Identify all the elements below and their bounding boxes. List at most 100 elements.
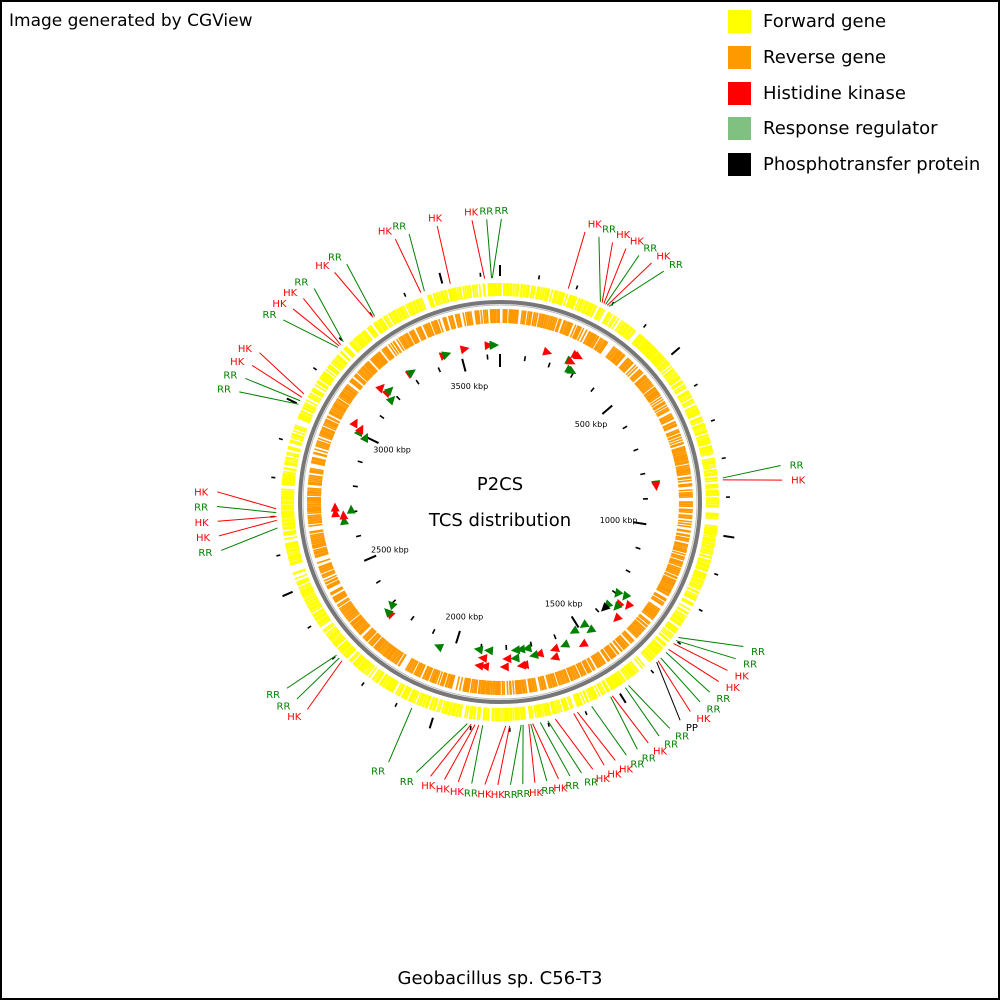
forward-gene-mark xyxy=(296,577,309,584)
ruler-tick-label: 2500 kbp xyxy=(371,546,409,555)
reverse-gene-mark xyxy=(330,407,344,416)
reverse-gene-mark xyxy=(566,667,574,682)
reverse-gene-mark xyxy=(466,311,471,326)
reverse-gene-mark xyxy=(492,309,495,324)
forward-gene-mark xyxy=(303,403,316,411)
forward-gene-mark xyxy=(552,700,558,714)
forward-gene-mark xyxy=(695,434,709,440)
reverse-gene-mark xyxy=(631,370,643,382)
forward-gene-mark xyxy=(697,438,710,444)
reverse-gene-mark xyxy=(623,630,634,643)
ruler-tick-label: 500 kbp xyxy=(575,420,608,429)
reverse-gene-mark xyxy=(674,459,689,465)
forward-gene-mark xyxy=(624,664,635,677)
reverse-gene-mark xyxy=(541,675,547,690)
reverse-gene-mark xyxy=(486,309,489,324)
reverse-gene-mark xyxy=(660,579,674,588)
forward-gene-mark xyxy=(658,631,670,642)
reverse-gene-mark xyxy=(433,320,441,334)
forward-gene-mark xyxy=(301,589,315,597)
forward-gene-mark xyxy=(566,696,573,710)
forward-gene-mark xyxy=(296,578,310,586)
forward-gene-mark xyxy=(483,707,487,721)
forward-gene-mark xyxy=(357,658,368,670)
callout-line xyxy=(283,319,339,348)
forward-gene-mark xyxy=(368,666,378,678)
forward-gene-mark xyxy=(411,690,419,703)
reverse-gene-mark xyxy=(674,541,689,547)
reverse-gene-mark xyxy=(586,333,596,347)
reverse-gene-mark xyxy=(312,456,327,462)
forward-gene-mark xyxy=(516,707,520,721)
reverse-gene-mark xyxy=(332,590,346,599)
reverse-gene-mark xyxy=(621,632,633,644)
reverse-gene-mark xyxy=(325,418,339,426)
forward-gene-mark xyxy=(602,679,611,692)
reverse-gene-mark xyxy=(614,353,625,366)
forward-gene-mark xyxy=(380,317,389,330)
reverse-gene-mark xyxy=(421,665,429,680)
forward-gene-mark xyxy=(391,680,400,693)
callout-line xyxy=(245,378,301,402)
reverse-gene-mark xyxy=(364,363,376,375)
tcs-marker-rr xyxy=(586,624,597,634)
callout-line xyxy=(416,723,468,773)
outer-ruler-tick xyxy=(650,669,655,674)
callout-line xyxy=(610,696,638,750)
forward-gene-mark xyxy=(690,419,704,427)
tcs-marker-hk xyxy=(613,612,623,623)
reverse-gene-mark xyxy=(678,494,693,497)
forward-gene-mark xyxy=(686,408,699,416)
reverse-gene-mark xyxy=(375,353,386,366)
forward-gene-mark xyxy=(407,302,415,316)
forward-gene-mark xyxy=(454,287,459,301)
reverse-gene-mark xyxy=(321,427,335,435)
forward-gene-mark xyxy=(637,339,648,350)
reverse-gene-mark xyxy=(517,679,521,695)
forward-gene-mark xyxy=(333,636,345,646)
forward-gene-mark xyxy=(566,294,573,308)
forward-gene-mark xyxy=(695,433,709,440)
forward-gene-mark xyxy=(335,355,347,366)
forward-gene-mark xyxy=(702,537,716,542)
forward-gene-mark xyxy=(657,360,668,370)
reverse-gene-mark xyxy=(385,345,395,359)
forward-gene-mark xyxy=(332,634,344,645)
reverse-gene-mark xyxy=(674,457,689,463)
reverse-gene-mark xyxy=(313,452,328,458)
reverse-gene-mark xyxy=(632,620,645,632)
forward-gene-mark xyxy=(699,445,713,451)
forward-gene-mark xyxy=(392,310,400,323)
feature-label-hk: HK xyxy=(287,712,302,723)
reverse-gene-mark xyxy=(315,443,330,449)
forward-gene-mark xyxy=(326,627,338,637)
reverse-gene-mark xyxy=(582,660,591,674)
reverse-gene-mark xyxy=(482,309,486,324)
reverse-gene-mark xyxy=(612,639,623,652)
callout-line xyxy=(573,713,605,766)
forward-gene-mark xyxy=(575,692,583,706)
forward-gene-mark xyxy=(314,611,327,621)
forward-gene-mark xyxy=(330,632,342,643)
forward-gene-mark xyxy=(342,645,353,656)
reverse-gene-mark xyxy=(550,673,557,688)
forward-gene-mark xyxy=(285,456,299,461)
reverse-gene-mark xyxy=(338,600,352,610)
forward-gene-mark xyxy=(540,287,545,301)
reverse-gene-mark xyxy=(307,481,323,485)
reverse-gene-mark xyxy=(614,638,625,651)
reverse-gene-mark xyxy=(669,558,684,565)
forward-gene-mark xyxy=(282,478,296,482)
forward-gene-mark xyxy=(629,660,640,672)
inner-ruler-tick xyxy=(569,372,574,379)
forward-gene-mark xyxy=(478,283,482,297)
reverse-gene-mark xyxy=(677,479,692,483)
forward-gene-mark xyxy=(667,375,680,384)
forward-gene-mark xyxy=(325,626,337,636)
reverse-gene-mark xyxy=(475,310,479,325)
tcs-marker-rr xyxy=(385,395,396,406)
reverse-gene-mark xyxy=(572,664,580,679)
forward-gene-mark xyxy=(448,702,454,716)
reverse-gene-mark xyxy=(478,679,482,694)
forward-gene-mark xyxy=(334,357,346,368)
